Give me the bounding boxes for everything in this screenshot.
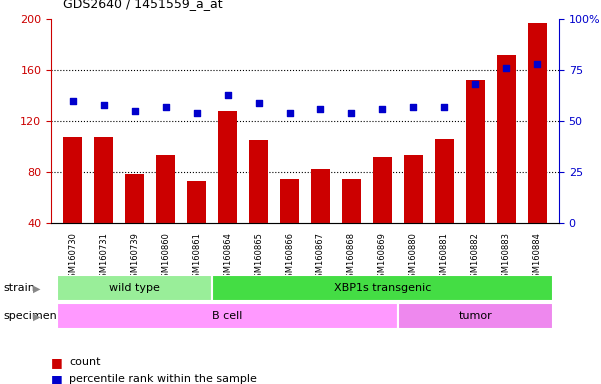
Bar: [57, 303, 398, 329]
Point: [223, 91, 233, 98]
Point: [192, 110, 201, 116]
Point: [439, 104, 449, 110]
Point: [532, 61, 542, 67]
Point: [347, 110, 356, 116]
Bar: [466, 80, 484, 223]
Bar: [249, 140, 268, 223]
Point: [316, 106, 325, 112]
Point: [254, 99, 263, 106]
Point: [471, 81, 480, 88]
Text: ■: ■: [51, 356, 63, 369]
Text: percentile rank within the sample: percentile rank within the sample: [69, 374, 257, 384]
Bar: [373, 157, 392, 223]
Bar: [94, 137, 113, 223]
Bar: [497, 55, 516, 223]
Point: [377, 106, 387, 112]
Text: count: count: [69, 357, 100, 367]
Bar: [280, 179, 299, 223]
Text: ▶: ▶: [33, 283, 40, 293]
Point: [409, 104, 418, 110]
Text: strain: strain: [3, 283, 35, 293]
Text: tumor: tumor: [459, 311, 492, 321]
Bar: [188, 181, 206, 223]
Point: [68, 98, 78, 104]
Point: [161, 104, 171, 110]
Bar: [528, 23, 546, 223]
Bar: [126, 174, 144, 223]
Text: wild type: wild type: [109, 283, 160, 293]
Bar: [398, 303, 553, 329]
Bar: [64, 137, 82, 223]
Bar: [156, 155, 175, 223]
Point: [130, 108, 139, 114]
Point: [501, 65, 511, 71]
Text: specimen: specimen: [3, 311, 56, 321]
Point: [99, 102, 109, 108]
Text: ▶: ▶: [33, 311, 40, 321]
Bar: [212, 275, 553, 301]
Bar: [342, 179, 361, 223]
Bar: [311, 169, 330, 223]
Text: B cell: B cell: [212, 311, 243, 321]
Bar: [218, 111, 237, 223]
Bar: [57, 275, 212, 301]
Text: ■: ■: [51, 373, 63, 384]
Text: XBP1s transgenic: XBP1s transgenic: [334, 283, 431, 293]
Bar: [435, 139, 454, 223]
Text: GDS2640 / 1451559_a_at: GDS2640 / 1451559_a_at: [63, 0, 223, 10]
Point: [285, 110, 294, 116]
Bar: [404, 155, 423, 223]
